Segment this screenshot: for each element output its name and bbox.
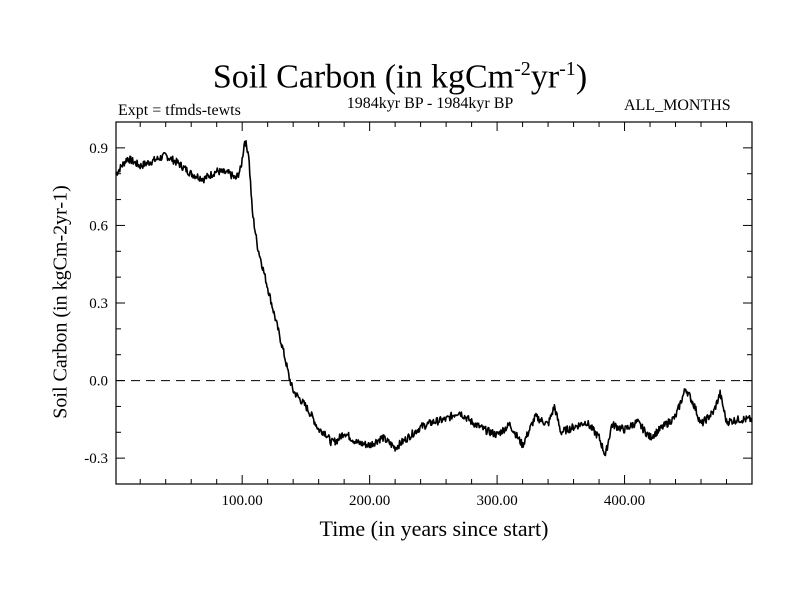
y-tick-label: 0.6 xyxy=(89,218,108,234)
title-mid: yr xyxy=(530,58,560,96)
axis-ticks: 100.00 200.00 300.00 400.00 -0.3 0.0 0.3 0.6 0.9 xyxy=(84,122,752,509)
y-tick-label: -0.3 xyxy=(84,451,108,467)
x-tick-label: 300.00 xyxy=(476,493,517,509)
y-tick-label: 0.9 xyxy=(89,141,108,157)
title-main: Soil Carbon (in kgCm xyxy=(212,58,515,96)
months-label: ALL_MONTHS xyxy=(624,97,731,114)
series-layer xyxy=(115,140,753,457)
y-axis-label: Soil Carbon (in kgCm-2yr-1) xyxy=(49,185,72,419)
y-tick-label: 0.0 xyxy=(89,374,108,390)
title-exponent-2: -1 xyxy=(559,58,576,80)
chart-title: Soil Carbon (in kgCm-2yr-1) xyxy=(0,58,800,96)
x-axis-label: Time (in years since start) xyxy=(319,516,549,541)
plot-frame xyxy=(115,121,753,485)
x-tick-label: 200.00 xyxy=(349,493,390,509)
series-line-1 xyxy=(115,140,753,457)
experiment-label: Expt = tfmds-tewts xyxy=(118,102,241,119)
period-label: 1984kyr BP - 1984kyr BP xyxy=(346,95,514,112)
title-exponent-1: -2 xyxy=(514,58,531,80)
x-tick-label: 400.00 xyxy=(604,493,645,509)
title-close: ) xyxy=(575,58,588,96)
x-tick-label: 100.00 xyxy=(222,493,263,509)
y-tick-label: 0.3 xyxy=(89,296,108,312)
